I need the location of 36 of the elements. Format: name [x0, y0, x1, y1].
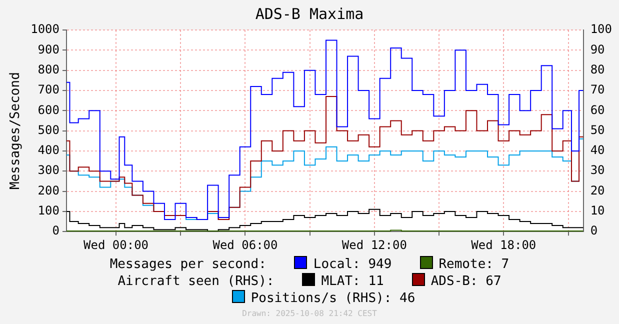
legend-label: Remote: 7	[438, 257, 510, 272]
y-axis-title: Messages/Second	[8, 72, 24, 190]
y-tick-label: 800	[38, 62, 60, 76]
x-tick-label: Wed 06:00	[212, 238, 278, 252]
y-tick-label: 1000	[30, 22, 60, 36]
y-tick-label: 300	[38, 163, 60, 178]
y-tick-label: 600	[38, 102, 60, 117]
y-tick-label: 200	[38, 183, 60, 198]
y2-tick-label: 20	[590, 183, 605, 198]
y2-tick-label: 40	[590, 143, 605, 158]
legend-label: Local: 949	[313, 257, 392, 272]
y2-tick-label: 90	[590, 42, 605, 56]
y2-tick-label: 50	[590, 122, 605, 137]
y-tick-label: 700	[38, 82, 60, 97]
y2-tick-label: 80	[590, 62, 605, 76]
legend-label: MLAT: 11	[321, 274, 384, 289]
y-tick-label: 100	[38, 204, 60, 218]
y-tick-label: 900	[38, 42, 60, 56]
y2-tick-label: 60	[590, 102, 605, 117]
y2-tick-label: 30	[590, 163, 605, 178]
y2-tick-label: 10	[590, 204, 605, 218]
x-tick-label: Wed 12:00	[342, 238, 407, 252]
y-tick-label: 500	[38, 122, 60, 137]
text: Aircraft seen (RHS):	[118, 274, 274, 289]
text: Drawn: 2025-10-08 21:42 CEST	[241, 309, 378, 318]
y2-tick-label: 100	[590, 22, 612, 36]
chart-title: ADS-B Maxima	[255, 4, 364, 23]
y2-tick-label: 0	[590, 224, 598, 238]
x-tick-label: Wed 18:00	[471, 238, 536, 252]
legend-label: Positions/s (RHS): 46	[250, 291, 416, 306]
y-tick-label: 400	[38, 143, 60, 158]
text: Messages per second:	[110, 257, 266, 272]
x-tick-label: Wed 00:00	[84, 238, 149, 252]
y-tick-label: 0	[52, 224, 60, 238]
y2-tick-label: 70	[590, 82, 605, 97]
legend-label: ADS-B: 67	[430, 274, 502, 289]
